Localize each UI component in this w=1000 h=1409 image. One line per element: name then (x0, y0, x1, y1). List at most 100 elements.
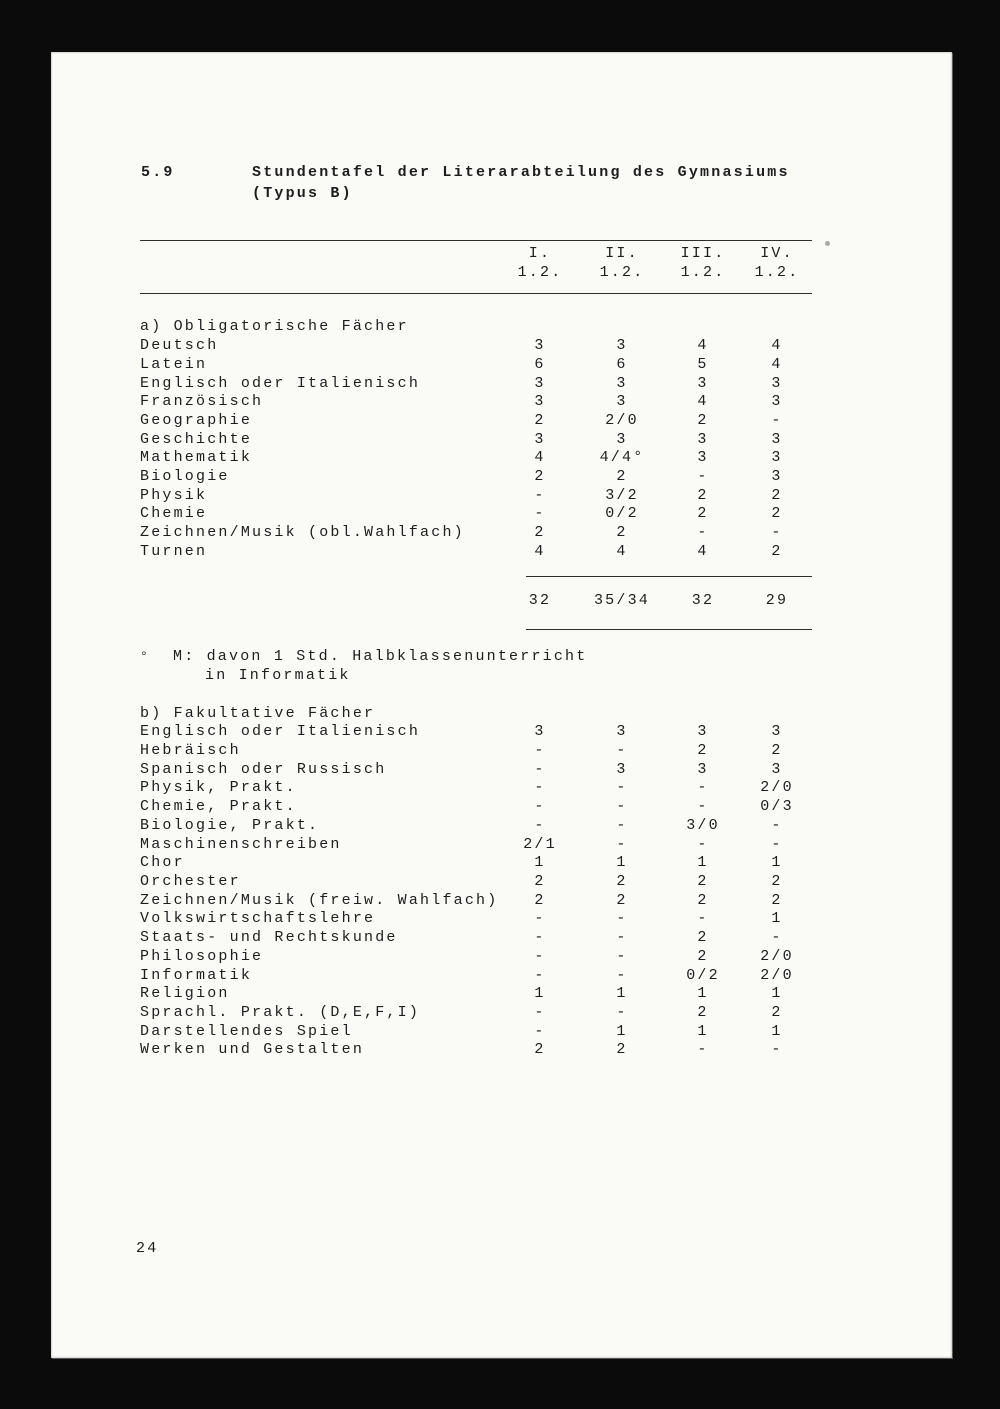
subject-value-col2: - (616, 798, 628, 816)
subject-value-col1: - (534, 947, 546, 965)
subject-value-col4: 2/0 (760, 779, 794, 797)
total-value: 32 (691, 591, 715, 609)
table-row: Chemie - 0/2 2 2 (140, 505, 812, 524)
subject-value-col4: - (771, 1041, 783, 1059)
subject-value-col4: 2 (771, 1003, 783, 1021)
subject-label: Philosophie (140, 947, 264, 965)
subject-value-col2: 2 (616, 891, 628, 909)
subject-label: Volkswirtschaftslehre (140, 910, 376, 928)
table-row: Latein 6 6 5 4 (140, 356, 812, 375)
subject-value-col2: - (616, 910, 628, 928)
subject-value-col3: - (697, 798, 709, 816)
subject-value-col4: 2 (771, 891, 783, 909)
subject-value-col4: 3 (771, 723, 783, 741)
subject-value-col4: 1 (771, 1022, 783, 1040)
table-row: Sprachl. Prakt. (D,E,F,I) - - 2 2 (140, 1004, 812, 1023)
subject-value-col4: - (771, 524, 783, 542)
subject-value-col2: 1 (616, 1022, 628, 1040)
table-header: I. II. III. IV. 1.2. 1.2. (140, 245, 812, 282)
subject-value-col2: 2 (616, 468, 628, 486)
table-row: Maschinenschreiben 2/1 - - - (140, 836, 812, 855)
subject-value-col4: 3 (771, 430, 783, 448)
subject-value-col4: 4 (771, 355, 783, 373)
table-row: Biologie, Prakt. - - 3/0 - (140, 817, 812, 836)
subject-value-col1: 4 (534, 542, 546, 560)
subject-label: Geographie (140, 411, 253, 429)
subject-value-col4: 3 (771, 468, 783, 486)
subject-value-col4: - (771, 411, 783, 429)
subject-value-col2: 3 (616, 393, 628, 411)
subject-value-col2: 2/0 (605, 411, 639, 429)
subject-value-col3: - (697, 468, 709, 486)
table-row: Geschichte 3 3 3 3 (140, 431, 812, 450)
subject-value-col2: 1 (616, 854, 628, 872)
subject-value-col4: 2 (771, 542, 783, 560)
subject-value-col1: 1 (534, 985, 546, 1003)
subject-value-col2: 3 (616, 374, 628, 392)
subject-value-col3: 4 (697, 337, 709, 355)
column-header: III. (680, 245, 726, 262)
subject-value-col3: - (697, 779, 709, 797)
table-row: Chor 1 1 1 1 (140, 854, 812, 873)
subject-value-col3: 0/2 (686, 966, 720, 984)
table-row: Englisch oder Italienisch 3 3 3 3 (140, 723, 812, 742)
document-title: Stundentafel der Literarabteilung des Gy… (252, 162, 790, 204)
table-row: Darstellendes Spiel - 1 1 1 (140, 1023, 812, 1042)
subject-value-col4: 1 (771, 854, 783, 872)
subject-label: Deutsch (140, 337, 219, 355)
subject-label: Latein (140, 355, 208, 373)
subject-label: Maschinenschreiben (140, 835, 342, 853)
subject-value-col3: - (697, 835, 709, 853)
table-row: Englisch oder Italienisch 3 3 3 3 (140, 375, 812, 394)
subject-value-col4: 3 (771, 393, 783, 411)
subject-value-col1: 3 (534, 337, 546, 355)
subject-label: Geschichte (140, 430, 253, 448)
subject-value-col3: 2 (697, 929, 709, 947)
subject-value-col1: - (534, 486, 546, 504)
footnote-marker: ° (140, 649, 151, 665)
subject-label: Chemie, Prakt. (140, 798, 297, 816)
subject-value-col4: 3 (771, 449, 783, 467)
subject-value-col1: 3 (534, 723, 546, 741)
subject-value-col2: - (616, 947, 628, 965)
subject-value-col4: 1 (771, 985, 783, 1003)
subject-value-col1: 2 (534, 411, 546, 429)
subject-value-col3: 3 (697, 430, 709, 448)
subject-label: Werken und Gestalten (140, 1041, 365, 1059)
table-row: Mathematik 4 4/4° 3 3 (140, 449, 812, 468)
subject-value-col3: 3/0 (686, 816, 720, 834)
subject-label: Biologie (140, 468, 230, 486)
subject-value-col3: 4 (697, 542, 709, 560)
header-spacer (140, 245, 500, 264)
subject-value-col4: 3 (771, 374, 783, 392)
table-row: Informatik - - 0/2 2/0 (140, 967, 812, 986)
subject-value-col3: 1 (697, 985, 709, 1003)
subject-value-col1: - (534, 1022, 546, 1040)
table-row: Orchester 2 2 2 2 (140, 873, 812, 892)
subject-label: Turnen (140, 542, 208, 560)
subject-value-col2: 6 (616, 355, 628, 373)
subject-value-col4: 2 (771, 486, 783, 504)
subject-value-col2: 3 (616, 723, 628, 741)
totals-top-rule (526, 575, 812, 577)
subject-value-col4: - (771, 816, 783, 834)
subject-label: Staats- und Rechtskunde (140, 929, 398, 947)
subject-value-col3: 1 (697, 1022, 709, 1040)
subject-value-col2: 3 (616, 430, 628, 448)
subject-value-col2: 1 (616, 985, 628, 1003)
subject-label: Physik, Prakt. (140, 779, 297, 797)
subject-value-col1: 6 (534, 355, 546, 373)
subject-value-col3: 3 (697, 723, 709, 741)
table-row: Volkswirtschaftslehre - - - 1 (140, 910, 812, 929)
section-a-heading: a) Obligatorische Fächer (140, 318, 409, 336)
table-top-rule (140, 240, 812, 241)
subject-value-col2: - (616, 742, 628, 760)
subject-value-col4: - (771, 929, 783, 947)
total-value: 35/34 (593, 591, 650, 609)
document-heading: 5.9 Stundentafel der Literarabteilung de… (141, 162, 790, 204)
subject-label: Chemie (140, 505, 208, 523)
table-row: Werken und Gestalten 2 2 - - (140, 1041, 812, 1060)
totals-bottom-rule (526, 629, 812, 631)
subject-label: Zeichnen/Musik (obl.Wahlfach) (140, 524, 465, 542)
